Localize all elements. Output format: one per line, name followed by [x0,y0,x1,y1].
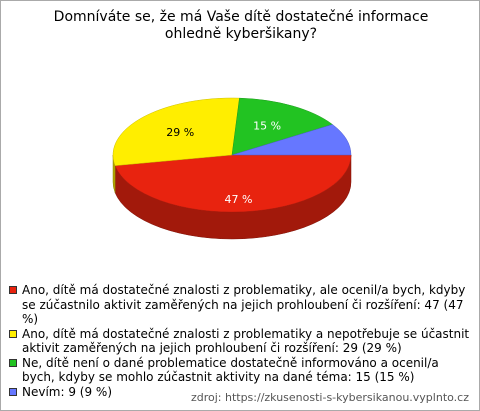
chart-title: Domníváte se, že má Vaše dítě dostatečné… [53,9,429,42]
slice [231,124,352,156]
pie-area: 47 % 29 % 15 % [112,97,352,240]
legend-swatch [9,387,17,396]
legend-swatch [9,358,17,367]
slice [231,97,334,156]
legend-swatch [9,286,17,294]
slice-label: 47 % [225,193,253,206]
slice-label: 29 % [166,126,194,139]
slice [114,154,352,213]
legend-label: Ano, dítě má dostatečné znalosti z probl… [22,283,466,326]
slice-label: 15 % [253,120,281,133]
legend-swatch [9,329,17,338]
legend-label: Ne, dítě není o dané problematice dostat… [22,355,439,385]
legend: Ano, dítě má dostatečné znalosti z probl… [9,283,473,399]
legend-label: Ano, dítě má dostatečné znalosti z probl… [22,326,470,356]
source: zdroj: https://zkusenosti-s-kybersikanou… [190,391,469,404]
legend-item: Nevím: 9 (9 %) [9,385,473,400]
legend-label: Nevím: 9 (9 %) [22,384,113,399]
legend-item: Ne, dítě není o dané problematice dostat… [9,356,473,385]
legend-item: Ano, dítě má dostatečné znalosti z probl… [9,327,473,356]
legend-item: Ano, dítě má dostatečné znalosti z probl… [9,283,473,327]
slice [112,97,240,166]
